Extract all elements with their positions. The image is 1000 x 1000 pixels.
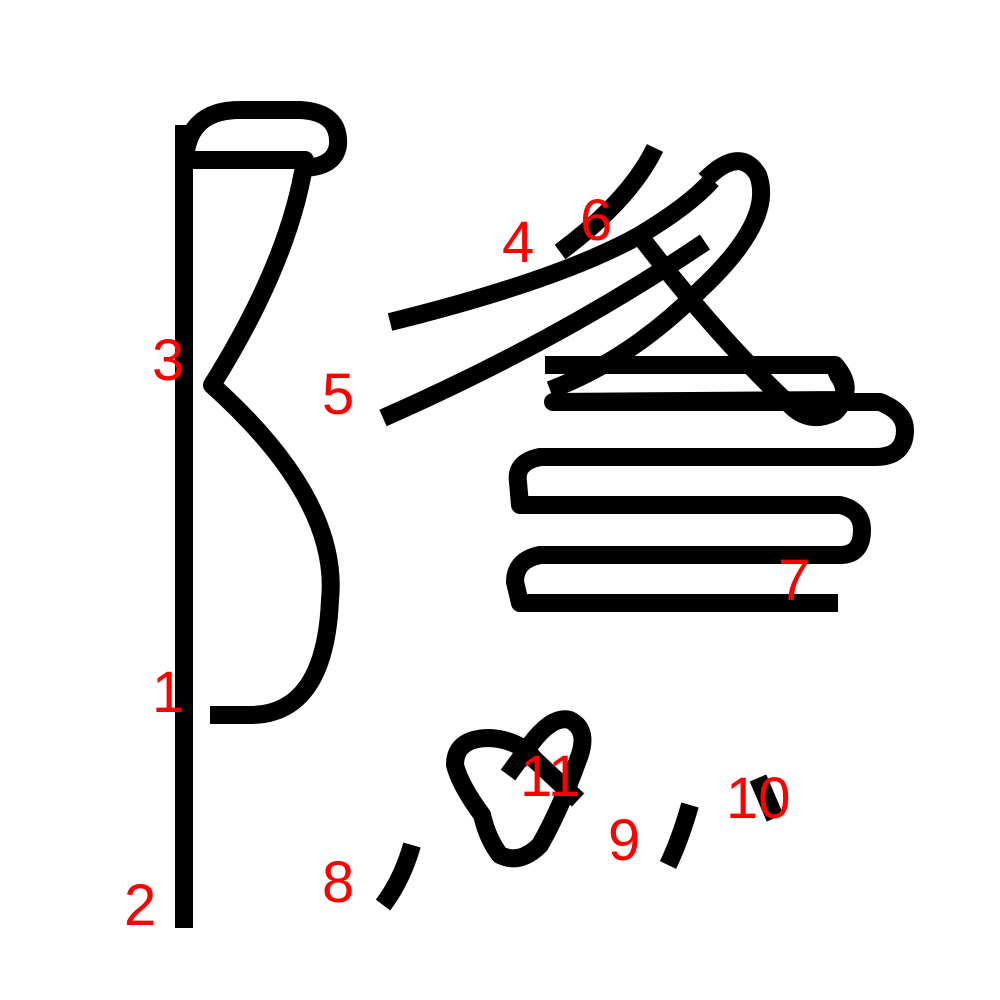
label-stroke-11: 11	[520, 744, 580, 809]
stroke-10	[749, 774, 784, 822]
label-stroke-7: 7	[778, 548, 810, 613]
order-labels: 1 2 3 4 5 6 7 8 9 10 11	[124, 188, 810, 938]
stroke-9	[659, 802, 699, 869]
label-stroke-2: 2	[124, 873, 156, 938]
label-stroke-5: 5	[322, 362, 354, 427]
label-stroke-4: 4	[502, 210, 534, 275]
stroke-3	[176, 101, 348, 177]
stroke-8	[375, 842, 421, 911]
label-stroke-9: 9	[608, 808, 640, 873]
label-stroke-3: 3	[152, 328, 184, 393]
label-stroke-8: 8	[322, 850, 354, 915]
stroke-1	[176, 130, 340, 724]
strokes	[175, 101, 914, 928]
stroke-11	[446, 710, 592, 868]
label-stroke-1: 1	[152, 660, 184, 725]
stroke-4	[387, 173, 719, 331]
label-stroke-6: 6	[580, 188, 612, 253]
stroke-7	[506, 356, 914, 612]
label-stroke-10: 10	[726, 766, 791, 831]
